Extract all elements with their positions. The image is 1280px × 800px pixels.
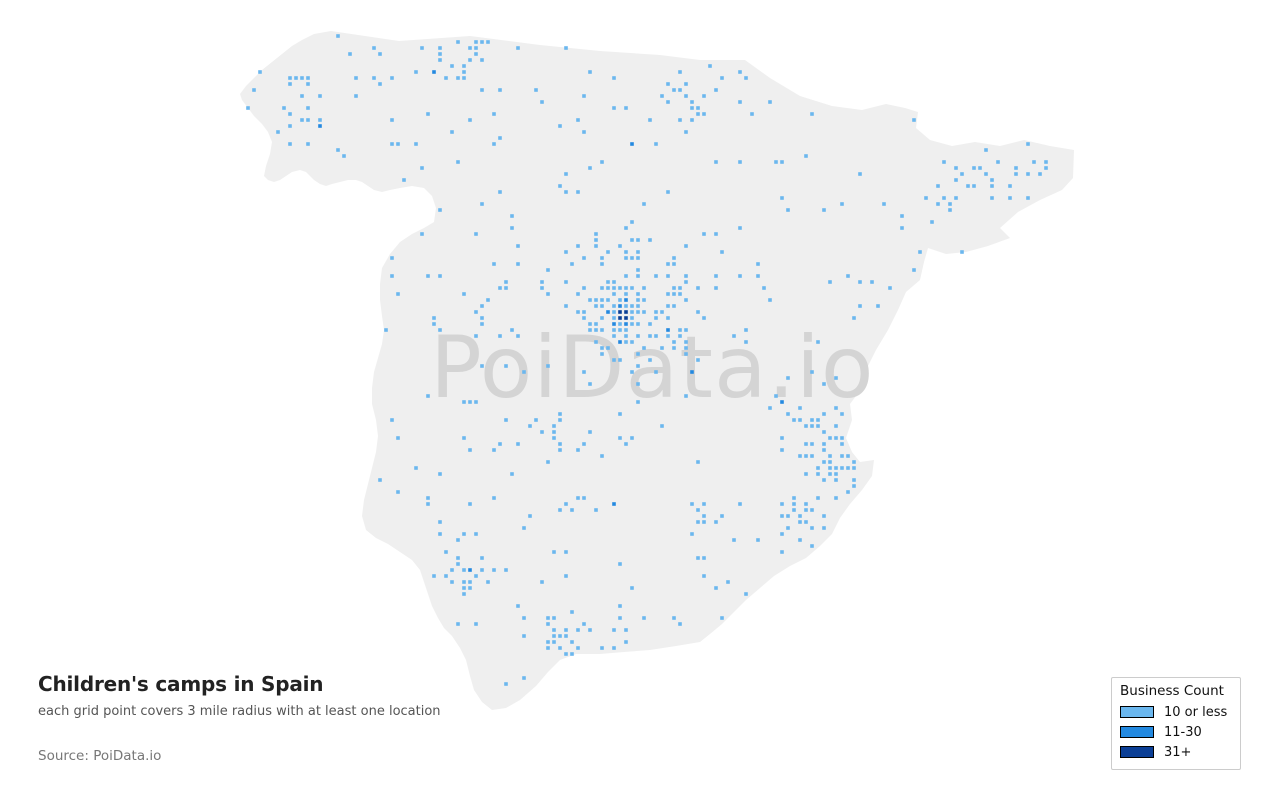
page-title: Children's camps in Spain — [38, 672, 324, 696]
legend-item-10-or-less[interactable]: 10 or less — [1120, 702, 1232, 722]
source-label: Source: PoiData.io — [38, 748, 162, 764]
watermark-poidata: PoiData.io — [430, 318, 875, 418]
legend-item-11-30[interactable]: 11-30 — [1120, 722, 1232, 742]
legend-swatch-icon — [1120, 726, 1154, 738]
page-subtitle: each grid point covers 3 mile radius wit… — [38, 704, 441, 719]
legend-swatch-icon — [1120, 706, 1154, 718]
caption-block: Children's camps in Spain each grid poin… — [38, 672, 678, 764]
legend-title: Business Count — [1120, 683, 1224, 699]
legend-item-label: 31+ — [1164, 744, 1192, 760]
legend-item-label: 11-30 — [1164, 724, 1202, 740]
legend-swatch-icon — [1120, 746, 1154, 758]
legend-box: Business Count 10 or less 11-30 31+ — [1111, 677, 1241, 770]
legend-item-label: 10 or less — [1164, 704, 1228, 720]
legend-item-31-plus[interactable]: 31+ — [1120, 742, 1232, 762]
